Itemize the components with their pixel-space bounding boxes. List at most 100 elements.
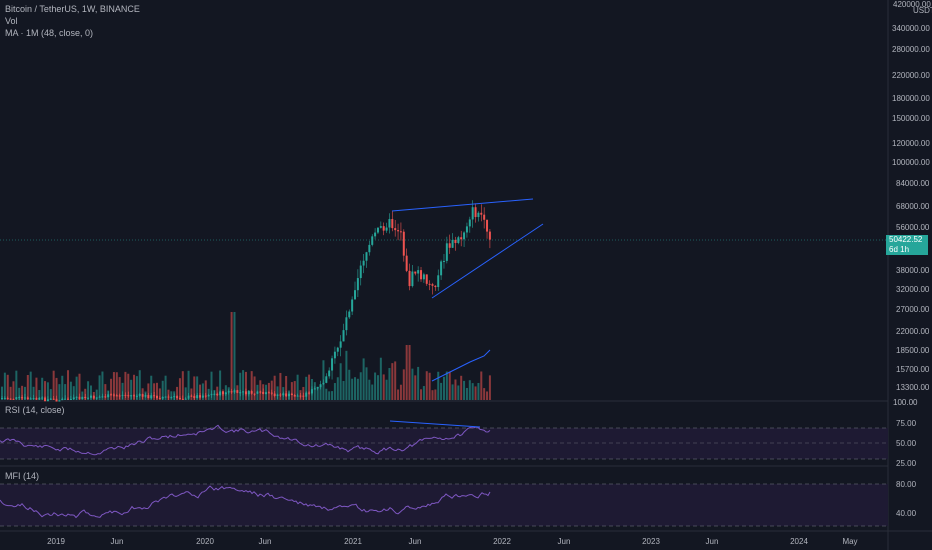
- volume-bar: [305, 376, 308, 400]
- candle-body: [133, 395, 136, 397]
- candle-body: [242, 391, 245, 393]
- volume-bar: [18, 387, 21, 400]
- candle-body: [276, 394, 279, 397]
- rsi-line: [0, 424, 491, 456]
- candle-body: [397, 230, 400, 232]
- candle-body: [385, 227, 388, 231]
- volume-bar: [394, 361, 397, 400]
- price-label: 27000.00: [896, 305, 930, 314]
- candle-body: [483, 214, 486, 220]
- volume-bar: [465, 387, 468, 400]
- candle-body: [112, 394, 115, 396]
- candle-body: [299, 395, 302, 397]
- ma-legend[interactable]: MA · 1M (48, close, 0): [5, 28, 94, 38]
- volume-bar: [359, 372, 362, 400]
- candle-body: [181, 398, 184, 400]
- candle-body: [431, 284, 434, 286]
- volume-bar: [101, 371, 104, 400]
- candle-body: [64, 398, 67, 400]
- volume-bar: [95, 389, 98, 400]
- volume-bar: [328, 391, 331, 400]
- candle-body: [239, 392, 242, 394]
- volume-bar: [457, 385, 460, 400]
- rsi-axis-label: 100.00: [893, 398, 918, 407]
- volume-bar: [98, 375, 101, 400]
- candle-body: [388, 219, 391, 228]
- volume-bar: [58, 384, 61, 400]
- volume-bar: [336, 377, 339, 400]
- candle-body: [78, 396, 81, 400]
- candle-body: [138, 394, 141, 396]
- candle-body: [305, 392, 308, 397]
- lower-trendline[interactable]: [431, 223, 544, 299]
- candle-body: [262, 391, 265, 394]
- candle-body: [61, 398, 64, 401]
- candle-body: [161, 397, 164, 399]
- symbol-title[interactable]: Bitcoin / TetherUS, 1W, BINANCE: [5, 4, 140, 14]
- candle-body: [75, 396, 78, 398]
- volume-bar: [135, 376, 138, 400]
- volume-bar: [3, 372, 6, 400]
- candle-body: [282, 393, 285, 396]
- candle-body: [425, 274, 428, 284]
- volume-bar: [155, 382, 158, 400]
- candle-body: [227, 391, 230, 393]
- volume-bar: [78, 373, 81, 400]
- volume-bar: [259, 380, 262, 400]
- upper-trendline[interactable]: [391, 198, 534, 212]
- candle-body: [69, 399, 72, 401]
- candle-body: [273, 393, 276, 397]
- volume-bar: [170, 391, 173, 400]
- candle-body: [417, 270, 420, 274]
- volume-bar: [253, 376, 256, 400]
- candle-body: [359, 265, 362, 279]
- candle-body: [442, 260, 445, 262]
- candle-body: [405, 255, 408, 271]
- volume-bar: [219, 370, 222, 400]
- candle-body: [448, 243, 451, 248]
- volume-bar: [345, 350, 348, 400]
- price-label: 340000.00: [892, 24, 930, 33]
- price-label: 220000.00: [892, 71, 930, 80]
- candle-body: [221, 391, 224, 395]
- volume-bar: [49, 389, 52, 400]
- price-label: 18500.00: [896, 346, 930, 355]
- time-label: Jun: [408, 537, 422, 546]
- volume-bar: [89, 385, 92, 400]
- volume-bar: [371, 384, 374, 400]
- volume-bar: [463, 380, 466, 400]
- candle-body: [213, 393, 216, 395]
- current-price-tag[interactable]: 50422.52 6d 1h: [886, 235, 928, 255]
- volume-bar: [399, 384, 402, 400]
- candle-body: [325, 376, 328, 383]
- volume-bar: [69, 381, 72, 400]
- candle-body: [302, 395, 305, 397]
- candle-body: [356, 278, 359, 291]
- candle-body: [58, 400, 61, 402]
- rsi-legend[interactable]: RSI (14, close): [5, 405, 65, 415]
- candle-body: [422, 274, 425, 280]
- candle-body: [155, 395, 158, 399]
- time-label: 2019: [47, 537, 65, 546]
- rsi-divergence-line[interactable]: [389, 420, 481, 428]
- volume-bar: [434, 389, 437, 400]
- candle-body: [331, 358, 334, 371]
- volume-bar: [26, 374, 29, 400]
- volume-bar: [351, 378, 354, 400]
- volume-bar: [374, 372, 377, 400]
- candle-body: [55, 398, 58, 402]
- volume-trendline[interactable]: [431, 349, 491, 382]
- volume-bar: [425, 371, 428, 400]
- volume-bar: [64, 384, 67, 400]
- volume-bar: [181, 371, 184, 400]
- price-label: 32000.00: [896, 285, 930, 294]
- mfi-legend[interactable]: MFI (14): [5, 471, 40, 481]
- volume-bar: [38, 390, 41, 400]
- candle-body: [1, 397, 3, 399]
- volume-legend[interactable]: Vol: [5, 16, 18, 26]
- rsi-axis-label: 25.00: [896, 459, 917, 468]
- volume-bar: [488, 375, 491, 400]
- candle-body: [135, 395, 138, 397]
- candle-body: [72, 397, 75, 400]
